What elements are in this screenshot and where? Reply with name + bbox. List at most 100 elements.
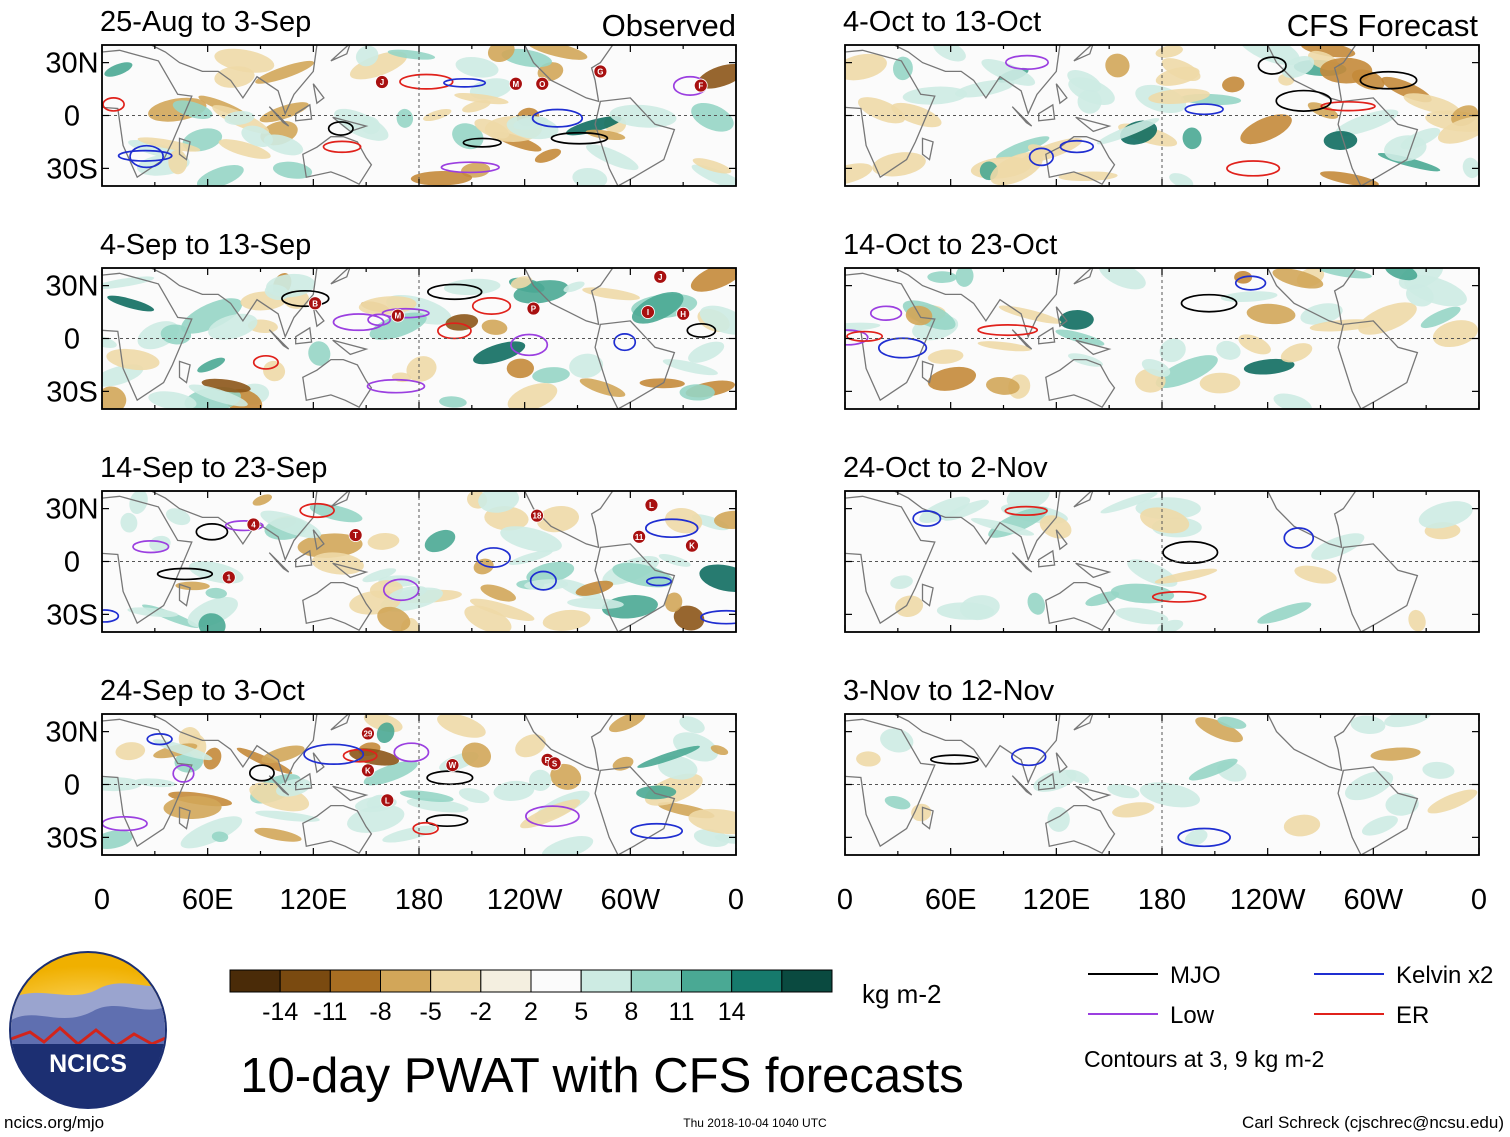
anomaly-patch <box>1148 88 1210 104</box>
contour-mjo <box>929 754 979 765</box>
contour-mjo <box>195 523 229 541</box>
anomaly-patch <box>1320 171 1379 186</box>
coastline <box>1073 491 1094 508</box>
anomaly-patch <box>1361 815 1398 836</box>
lon-tick-label: 60E <box>925 884 977 916</box>
contour-er <box>977 323 1039 337</box>
anomaly-patch <box>658 755 698 780</box>
anomaly-patch <box>1105 53 1130 78</box>
lat-tick-label: 0 <box>64 101 80 133</box>
coastline <box>1038 772 1056 791</box>
contour-low <box>366 378 426 394</box>
storm-icon <box>693 78 708 93</box>
anomaly-patch <box>214 48 275 73</box>
coastline <box>1055 752 1068 774</box>
storm-label: F <box>698 82 703 91</box>
contour-low <box>132 540 170 554</box>
anomaly-patch <box>1222 76 1245 93</box>
contour-low <box>367 313 392 327</box>
anomaly-patch <box>586 144 639 171</box>
anomaly-patch <box>507 383 558 409</box>
colorbar-segment <box>530 969 582 993</box>
contour-mjo <box>1257 56 1287 75</box>
storm-icon <box>445 758 460 773</box>
storm-label: 18 <box>533 512 542 521</box>
storm-icon <box>676 306 691 321</box>
contour-mjo <box>427 283 483 301</box>
panel-field <box>845 268 1478 409</box>
anomaly-patch <box>1039 515 1072 539</box>
coastline <box>178 806 191 830</box>
map-panels: J M O G F 30N 0 30S 25-Aug to 3-Sep B M P J I H 30N 0 30S… <box>45 6 1487 916</box>
storm-marker: I <box>641 305 655 319</box>
contour-kelvin-x2 <box>476 547 511 568</box>
coastline <box>845 268 1061 339</box>
anomaly-patch <box>1085 591 1120 607</box>
storm-marker: P <box>526 301 541 316</box>
storm-icon <box>380 793 395 808</box>
lat-tick-label: 30S <box>46 599 98 631</box>
coastline <box>312 529 325 551</box>
anomaly-patch <box>608 714 646 733</box>
lon-tick-label: 0 <box>728 884 744 916</box>
lat-tick-label: 30S <box>46 376 98 408</box>
storm-icon <box>348 528 363 542</box>
anomaly-patch <box>1159 338 1186 363</box>
anomaly-patch <box>699 305 736 335</box>
panel-date-label: 24-Sep to 3-Oct <box>100 675 305 707</box>
coastline <box>594 543 676 632</box>
anomaly-patch <box>510 276 533 289</box>
anomaly-patch <box>1055 329 1105 346</box>
site-url[interactable]: ncics.org/mjo <box>4 1113 104 1132</box>
coastline <box>102 49 193 179</box>
anomaly-patch <box>1432 320 1478 348</box>
contour-kelvin-x2 <box>700 609 736 625</box>
anomaly-patch <box>1427 789 1478 814</box>
colorbar-tick-label: 11 <box>669 998 695 1026</box>
anomaly-patch <box>363 760 418 786</box>
coastline <box>1045 581 1116 632</box>
anomaly-patch <box>688 341 725 363</box>
storm-icon <box>526 301 541 316</box>
coastline <box>102 718 193 848</box>
lon-tick-label: 120E <box>279 884 347 916</box>
contour-note: Contours at 3, 9 kg m-2 <box>1084 1046 1324 1072</box>
anomaly-patch <box>1107 784 1140 799</box>
anomaly-patch <box>662 359 718 376</box>
contour-low <box>393 742 430 763</box>
coastline <box>1011 775 1033 796</box>
anomaly-patch <box>1281 56 1315 78</box>
anomaly-patch <box>884 795 911 810</box>
anomaly-patch <box>1280 343 1313 363</box>
anomaly-patch <box>1273 393 1312 409</box>
anomaly-patch <box>1027 144 1050 157</box>
anomaly-patch <box>137 137 201 152</box>
coastline <box>102 714 318 785</box>
contour-low <box>525 805 580 828</box>
anomaly-patch <box>165 508 191 526</box>
anomaly-patch <box>452 123 484 150</box>
anomaly-patch <box>892 56 913 81</box>
anomaly-patch <box>500 526 562 553</box>
coastline <box>268 775 290 796</box>
anomaly-patch <box>508 549 553 566</box>
anomaly-patch <box>180 816 243 849</box>
contour-mjo <box>156 567 214 581</box>
lat-tick-label: 0 <box>64 547 80 579</box>
coastline <box>845 49 936 179</box>
coastline <box>523 714 614 772</box>
coastline <box>1337 97 1419 186</box>
colorbar-segment <box>630 969 682 993</box>
anomaly-patch <box>1370 747 1421 761</box>
anomaly-patch <box>272 161 313 179</box>
storm-icon <box>653 269 668 284</box>
anomaly-patch <box>1358 302 1417 335</box>
coastline <box>921 806 934 830</box>
anomaly-patch <box>1307 102 1339 119</box>
coastline <box>268 329 290 350</box>
anomaly-patch <box>664 592 683 612</box>
coastline <box>1038 549 1056 568</box>
coastline <box>302 581 373 632</box>
map-panel: 4-Oct to 13-Oct <box>843 6 1480 187</box>
